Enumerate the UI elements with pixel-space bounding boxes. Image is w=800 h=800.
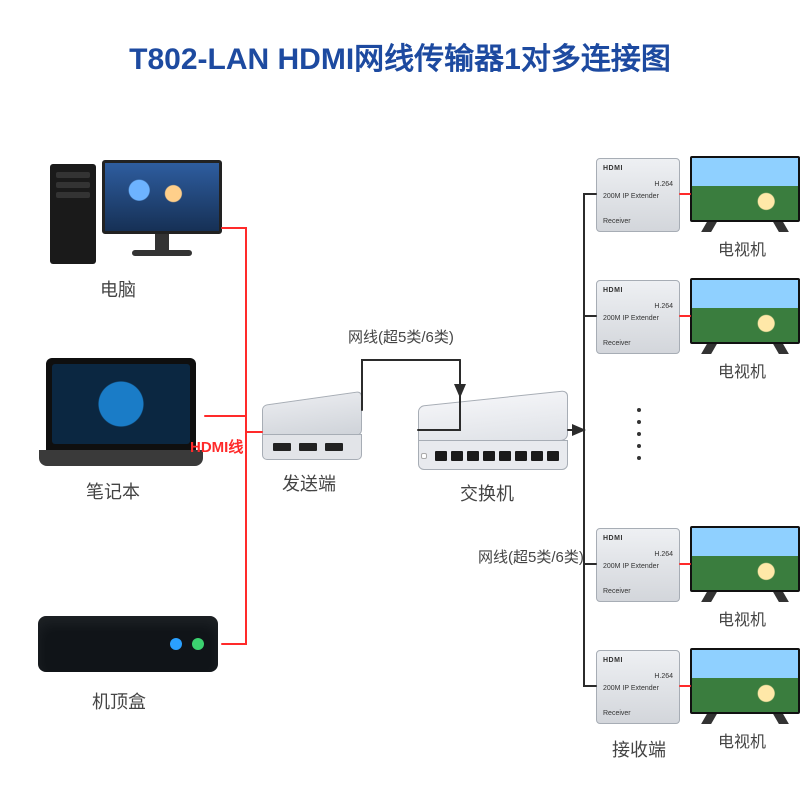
tv-label: 电视机 (718, 606, 766, 630)
laptop-icon (46, 358, 203, 466)
switch-ports (418, 440, 568, 470)
hdmi-cable-label: HDMI线 (190, 436, 243, 457)
diagram-stage: T802-LAN HDMI网线传输器1对多连接图 电脑 笔记本 机顶盒 HDMI… (0, 0, 800, 800)
receiver-box: HDMI H.264 200M IP Extender Receiver (596, 650, 680, 724)
rx-text: Receiver (603, 588, 631, 595)
tv-icon (690, 648, 800, 714)
network-switch-icon (418, 398, 568, 474)
receiver-box: HDMI H.264 200M IP Extender Receiver (596, 528, 680, 602)
rx-text: Receiver (603, 218, 631, 225)
rx-text: HDMI (603, 165, 623, 172)
laptop-label: 笔记本 (86, 478, 140, 504)
rx-text: H.264 (654, 181, 673, 188)
pc-label: 电脑 (100, 276, 136, 302)
rx-text: 200M IP Extender (603, 315, 659, 322)
tv-icon (690, 278, 800, 344)
receiver-box: HDMI H.264 200M IP Extender Receiver (596, 158, 680, 232)
rx-text: 200M IP Extender (603, 193, 659, 200)
tv-icon (690, 526, 800, 592)
settop-box-icon (38, 616, 218, 672)
tv-label: 电视机 (718, 358, 766, 382)
receivers-label: 接收端 (612, 736, 666, 762)
tv-label: 电视机 (718, 236, 766, 260)
stb-label: 机顶盒 (92, 688, 146, 714)
lan-label-top: 网线(超5类/6类) (348, 326, 454, 347)
rx-text: H.264 (654, 673, 673, 680)
diagram-title: T802-LAN HDMI网线传输器1对多连接图 (0, 34, 800, 78)
rx-text: 200M IP Extender (603, 685, 659, 692)
transmitter-icon (262, 398, 362, 462)
pc-tower-icon (50, 164, 96, 264)
ellipsis-icon (636, 400, 642, 468)
rx-text: HDMI (603, 287, 623, 294)
rx-text: Receiver (603, 340, 631, 347)
rx-text: H.264 (654, 303, 673, 310)
transmitter-label: 发送端 (282, 470, 336, 496)
pc-monitor-icon (102, 160, 222, 256)
tv-icon (690, 156, 800, 222)
receiver-box: HDMI H.264 200M IP Extender Receiver (596, 280, 680, 354)
rx-text: H.264 (654, 551, 673, 558)
switch-label: 交换机 (460, 480, 514, 506)
rx-text: 200M IP Extender (603, 563, 659, 570)
rx-text: Receiver (603, 710, 631, 717)
lan-label-bottom: 网线(超5类/6类) (478, 546, 584, 567)
rx-text: HDMI (603, 657, 623, 664)
tv-label: 电视机 (718, 728, 766, 752)
rx-text: HDMI (603, 535, 623, 542)
